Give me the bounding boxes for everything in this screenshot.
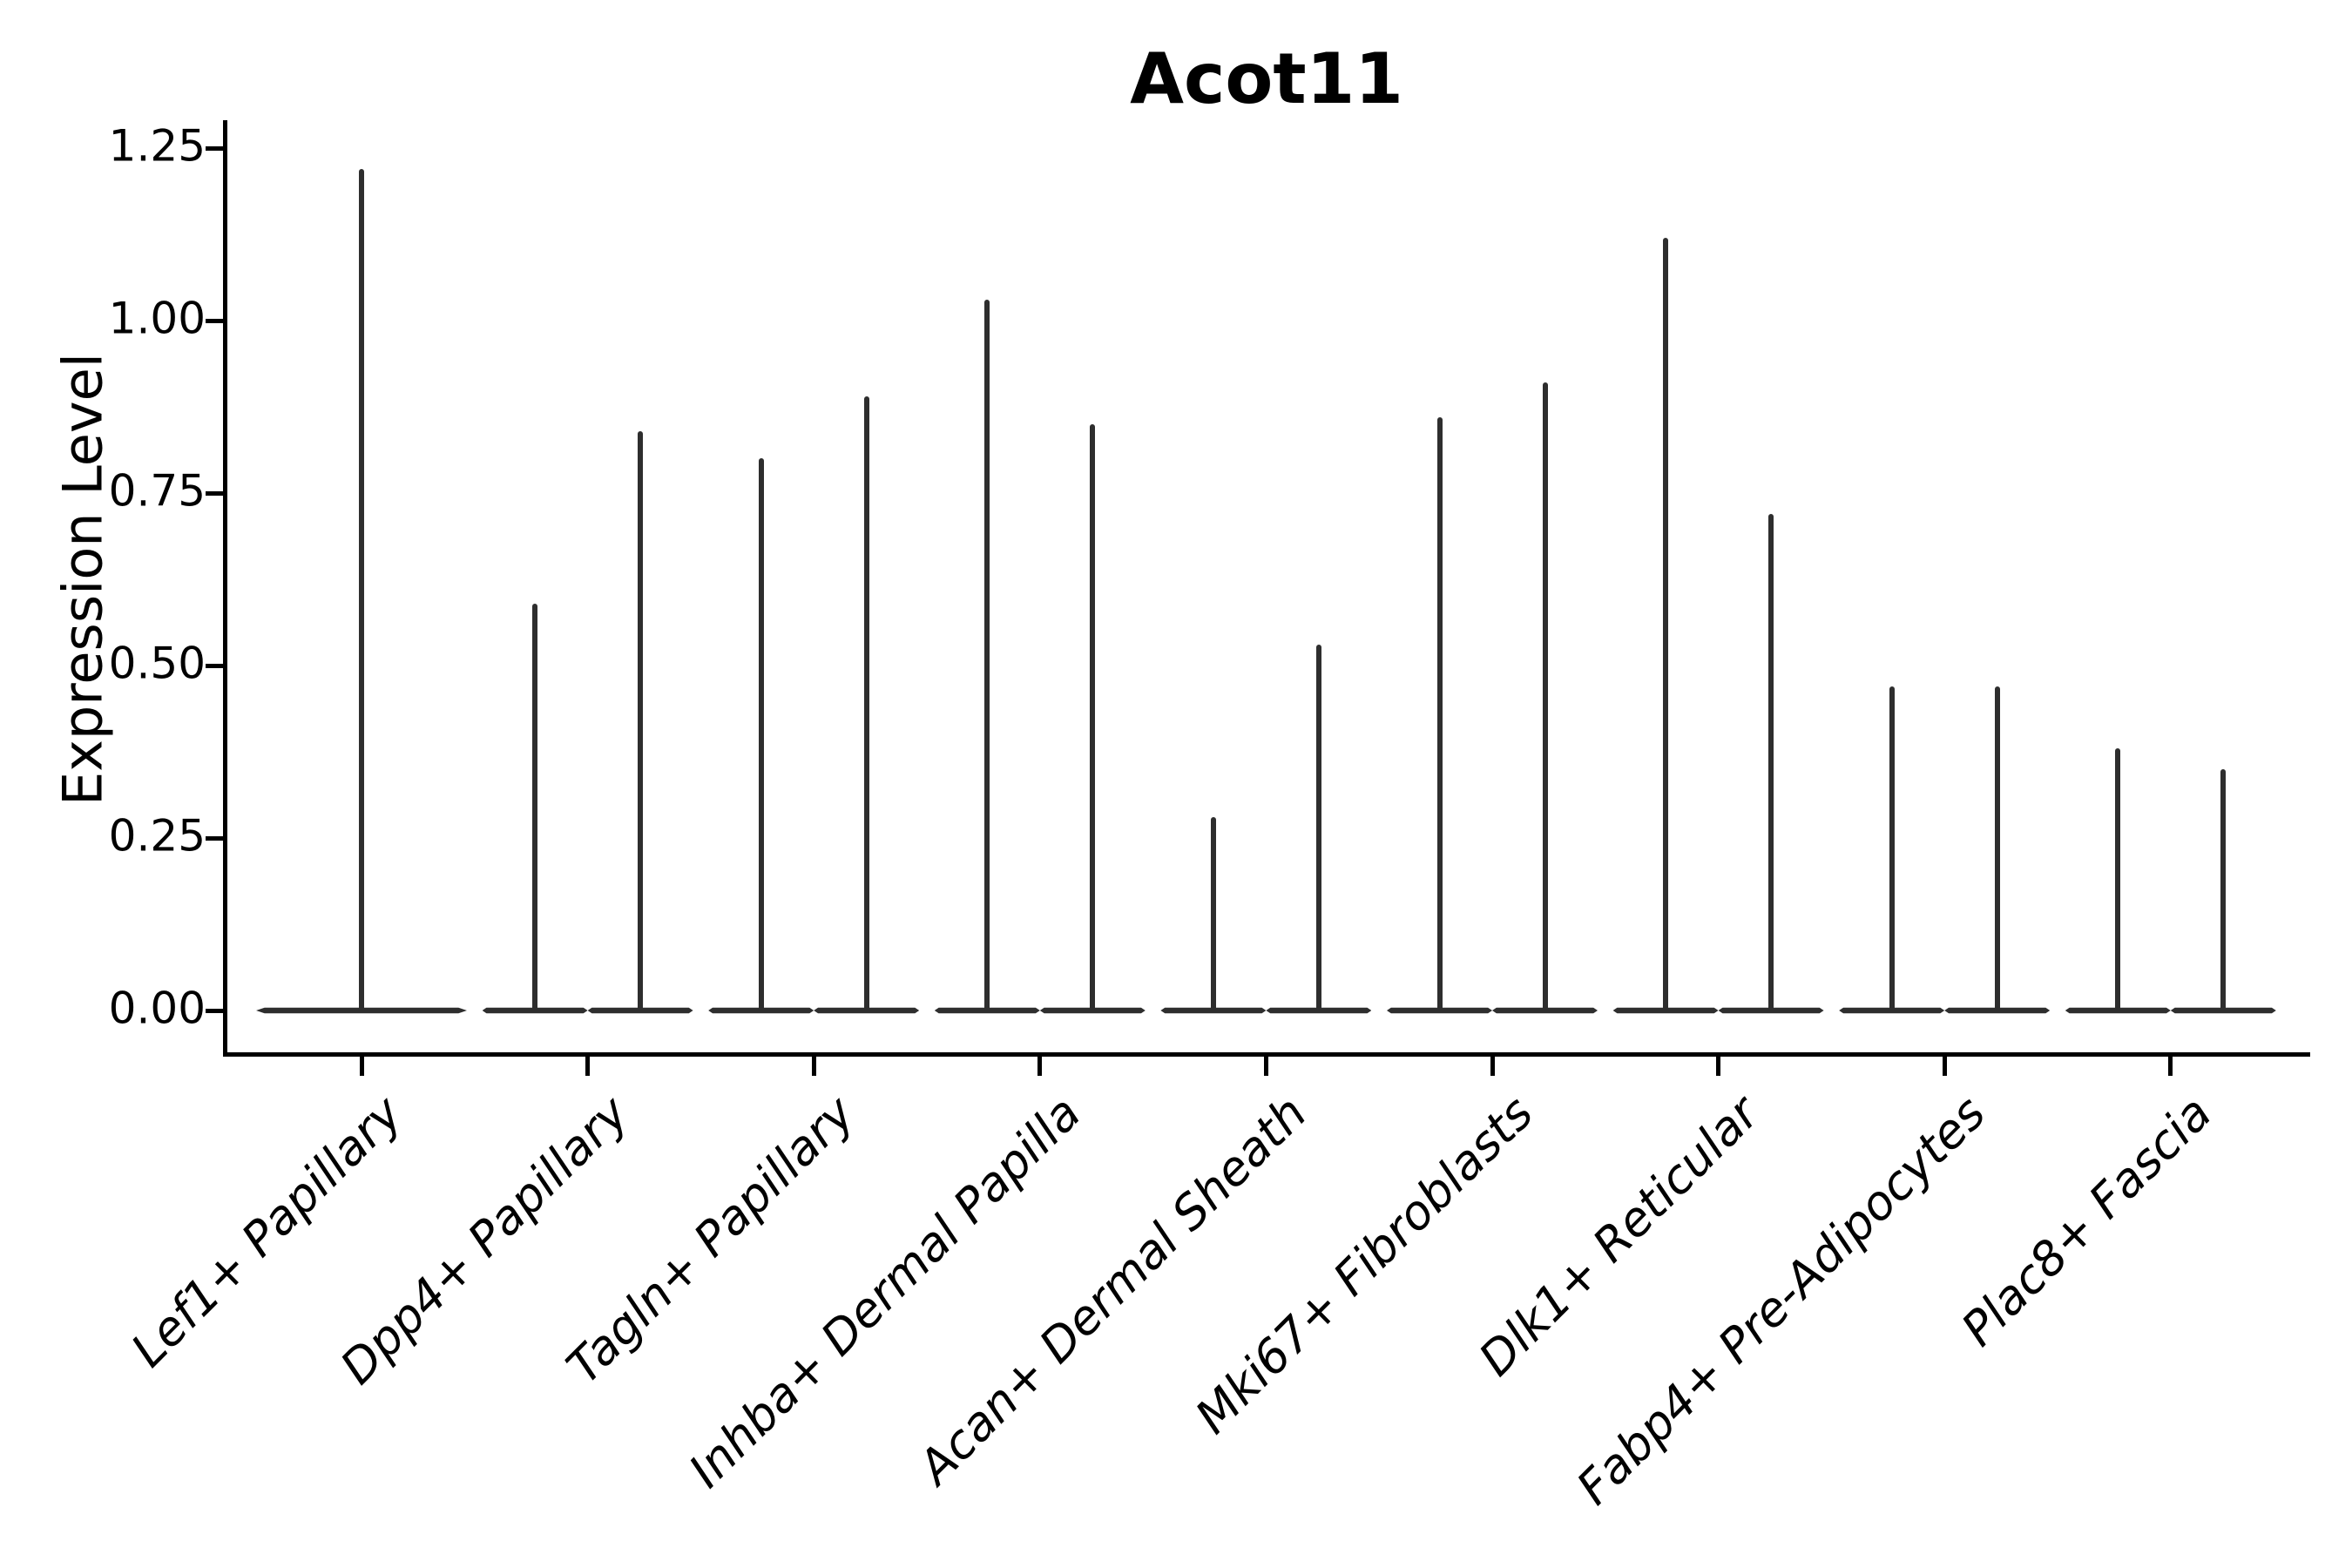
violin-spike [758, 458, 764, 1012]
x-axis-spine [223, 1052, 2310, 1057]
x-tick-label: Acan+ Dermal Sheath [908, 1085, 1317, 1495]
violin-spike [1994, 686, 2000, 1012]
y-tick-mark [206, 835, 225, 841]
x-tick-mark [1490, 1057, 1495, 1076]
violin-spike [863, 396, 869, 1012]
violin-spike [1663, 237, 1669, 1012]
violin-spike [1090, 423, 1096, 1012]
violin-spike [638, 430, 644, 1012]
x-tick-mark [1263, 1057, 1268, 1076]
y-tick-label: 1.25 [108, 120, 206, 172]
x-tick-mark [585, 1057, 591, 1076]
x-tick-mark [1942, 1057, 1947, 1076]
y-tick-label: 0.25 [108, 810, 206, 862]
x-tick-label: Inhba+ Dermal Papilla [678, 1085, 1092, 1498]
y-tick-label: 1.00 [108, 293, 206, 344]
violin-spike [1768, 513, 1774, 1012]
x-tick-mark [1037, 1057, 1043, 1076]
y-tick-label: 0.50 [108, 638, 206, 689]
violin-spike [2220, 768, 2227, 1012]
y-tick-label: 0.75 [108, 465, 206, 517]
chart-title: Acot11 [1130, 38, 1403, 119]
x-tick-mark [1716, 1057, 1721, 1076]
y-tick-mark [206, 318, 225, 323]
violin-spike [1542, 382, 1548, 1012]
violin-spike [1315, 645, 1321, 1012]
x-tick-mark [359, 1057, 364, 1076]
y-tick-label: 0.00 [108, 983, 206, 1034]
x-tick-label: Fabp4+ Pre-Adipocytes [1565, 1085, 1996, 1516]
y-tick-mark [206, 663, 225, 668]
violin-spike [359, 168, 364, 1012]
y-tick-mark [206, 145, 225, 151]
x-tick-mark [2168, 1057, 2173, 1076]
y-axis-spine [223, 120, 227, 1057]
y-tick-mark [206, 1008, 225, 1013]
violin-spike [1210, 817, 1216, 1012]
y-tick-mark [206, 490, 225, 496]
y-axis-label: Expression Level [51, 353, 115, 806]
violin-spike [2115, 748, 2121, 1012]
violin-spike [532, 603, 538, 1012]
violin-spike [984, 300, 990, 1012]
x-tick-mark [811, 1057, 816, 1076]
violin-spike [1436, 416, 1443, 1012]
violin-spike [1889, 686, 1895, 1012]
